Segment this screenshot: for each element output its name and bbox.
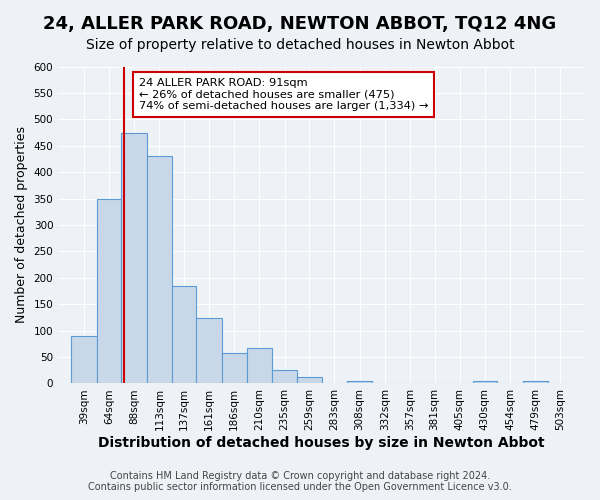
- Text: Contains HM Land Registry data © Crown copyright and database right 2024.
Contai: Contains HM Land Registry data © Crown c…: [88, 471, 512, 492]
- Bar: [196, 318, 222, 384]
- Bar: [222, 354, 247, 384]
- Bar: [473, 381, 497, 384]
- Bar: [347, 381, 372, 384]
- Bar: [147, 156, 172, 384]
- Bar: [121, 132, 147, 384]
- Y-axis label: Number of detached properties: Number of detached properties: [15, 126, 28, 324]
- Bar: [272, 370, 297, 384]
- Text: 24 ALLER PARK ROAD: 91sqm
← 26% of detached houses are smaller (475)
74% of semi: 24 ALLER PARK ROAD: 91sqm ← 26% of detac…: [139, 78, 428, 112]
- Bar: [297, 377, 322, 384]
- Bar: [97, 198, 121, 384]
- Text: 24, ALLER PARK ROAD, NEWTON ABBOT, TQ12 4NG: 24, ALLER PARK ROAD, NEWTON ABBOT, TQ12 …: [43, 15, 557, 33]
- Text: Size of property relative to detached houses in Newton Abbot: Size of property relative to detached ho…: [86, 38, 514, 52]
- Bar: [523, 381, 548, 384]
- Bar: [247, 348, 272, 384]
- Bar: [71, 336, 97, 384]
- X-axis label: Distribution of detached houses by size in Newton Abbot: Distribution of detached houses by size …: [98, 436, 545, 450]
- Bar: [172, 286, 196, 384]
